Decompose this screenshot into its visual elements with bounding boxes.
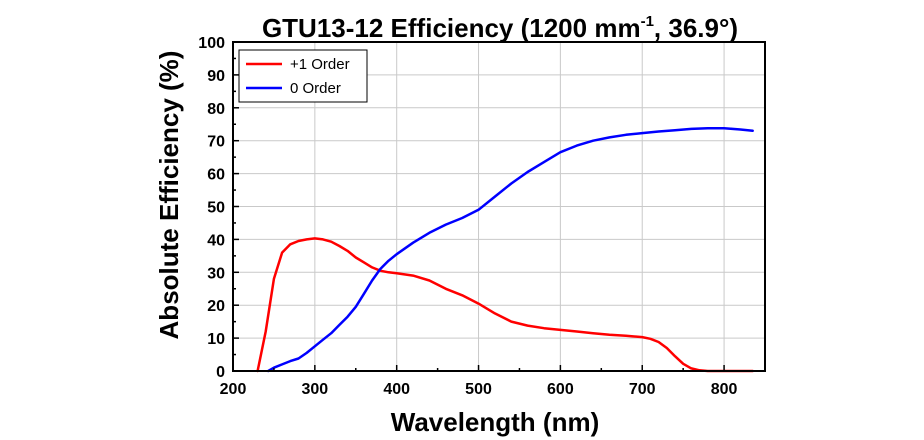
- x-tick-label: 500: [465, 381, 492, 398]
- chart-title: GTU13-12 Efficiency (1200 mm-1, 36.9°): [262, 13, 738, 43]
- series-lines: [256, 126, 754, 373]
- y-tick-label: 50: [207, 200, 225, 217]
- x-tick-label: 600: [547, 381, 574, 398]
- series-line-zero-order: [266, 126, 754, 373]
- x-axis-label: Wavelength (nm): [391, 407, 599, 437]
- y-tick-label: 20: [207, 298, 225, 315]
- y-tick-label: 70: [207, 134, 225, 151]
- y-tick-labels: 0 10 20 30 40 50 60 70 80 90 100: [198, 35, 225, 381]
- x-tick-label: 200: [220, 381, 247, 398]
- y-tick-label: 40: [207, 232, 225, 249]
- y-tick-label: 100: [198, 35, 225, 52]
- x-tick-label: 800: [711, 381, 738, 398]
- y-tick-label: 90: [207, 68, 225, 85]
- grid: [233, 42, 765, 371]
- x-tick-label: 400: [383, 381, 410, 398]
- legend: +1 Order 0 Order: [238, 49, 368, 103]
- y-tick-label: 60: [207, 167, 225, 184]
- chart-title-tail: , 36.9°): [654, 13, 738, 43]
- y-tick-label: 0: [216, 364, 225, 381]
- legend-box: [238, 49, 368, 103]
- y-tick-label: 80: [207, 101, 225, 118]
- x-tick-labels: 200 300 400 500 600 700 800: [220, 381, 738, 398]
- x-tick-label: 700: [629, 381, 656, 398]
- y-tick-label: 30: [207, 265, 225, 282]
- legend-label-zero-order: 0 Order: [290, 80, 341, 97]
- series-line-plus1-order: [256, 237, 754, 373]
- legend-label-plus1-order: +1 Order: [290, 56, 350, 73]
- y-axis-label: Absolute Efficiency (%): [154, 51, 184, 340]
- chart-title-superscript: -1: [641, 13, 654, 30]
- axis-ticks: [232, 41, 725, 372]
- x-tick-label: 300: [301, 381, 328, 398]
- chart-title-main: GTU13-12 Efficiency (1200 mm: [262, 13, 641, 43]
- y-tick-label: 10: [207, 331, 225, 348]
